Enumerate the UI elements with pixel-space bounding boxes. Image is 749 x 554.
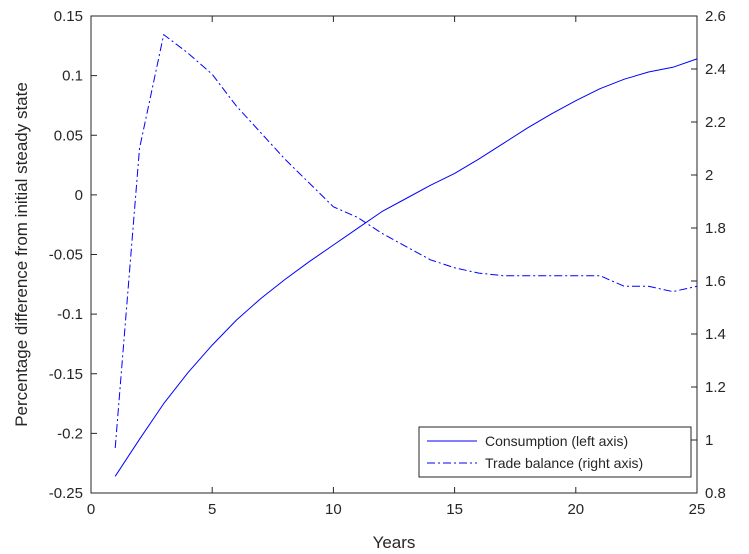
x-tick-label: 10 xyxy=(325,501,342,518)
x-axis-label: Years xyxy=(373,533,416,552)
right-y-tick-label: 2.4 xyxy=(705,61,726,78)
right-y-tick-label: 1.4 xyxy=(705,326,726,343)
x-tick-label: 25 xyxy=(689,501,706,518)
x-tick-label: 20 xyxy=(567,501,584,518)
right-y-tick-label: 0.8 xyxy=(705,485,726,502)
legend-entry-label: Trade balance (right axis) xyxy=(485,455,643,471)
x-tick-label: 0 xyxy=(87,501,95,518)
x-axis-ticks: 0 5 10 15 20 25 xyxy=(87,16,706,518)
left-y-tick-label: 0 xyxy=(75,187,83,204)
left-y-tick-label: -0.15 xyxy=(49,366,83,383)
right-y-tick-label: 2.6 xyxy=(705,8,726,25)
right-y-tick-label: 1.6 xyxy=(705,273,726,290)
left-y-axis-ticks: -0.25 -0.2 -0.15 -0.1 -0.05 0 0.05 0.1 0.15 xyxy=(49,8,97,502)
right-y-tick-label: 2.2 xyxy=(705,114,726,131)
right-y-tick-label: 2 xyxy=(705,167,713,184)
left-y-tick-label: -0.2 xyxy=(57,425,83,442)
right-y-axis-ticks: 0.8 1 1.2 1.4 1.6 1.8 2 2.2 2.4 2.6 xyxy=(691,8,726,502)
right-y-tick-label: 1 xyxy=(705,432,713,449)
trade-balance-series-line xyxy=(114,34,698,449)
left-y-tick-label: -0.1 xyxy=(57,306,83,323)
x-tick-label: 5 xyxy=(208,501,216,518)
right-y-tick-label: 1.2 xyxy=(705,379,726,396)
x-tick-label: 15 xyxy=(446,501,463,518)
left-y-tick-label: 0.05 xyxy=(54,127,83,144)
plot-area xyxy=(90,15,698,494)
left-y-tick-label: 0.15 xyxy=(54,8,83,25)
consumption-series-line xyxy=(114,58,698,477)
left-y-axis-label: Percentage difference from initial stead… xyxy=(12,82,31,427)
left-y-tick-label: 0.1 xyxy=(62,68,83,85)
series-layer xyxy=(114,34,698,477)
left-y-tick-label: -0.05 xyxy=(49,247,83,264)
legend: Consumption (left axis) Trade balance (ri… xyxy=(418,426,692,478)
left-y-tick-label: -0.25 xyxy=(49,485,83,502)
right-y-tick-label: 1.8 xyxy=(705,220,726,237)
legend-box xyxy=(418,426,692,478)
legend-entry-label: Consumption (left axis) xyxy=(485,433,628,449)
